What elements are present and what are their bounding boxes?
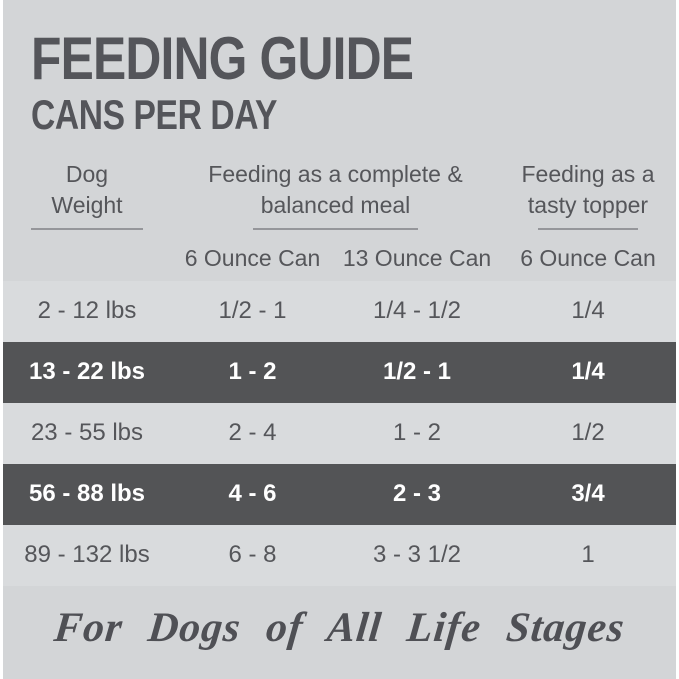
cell-6oz-topper: 1/4 (571, 358, 605, 386)
cell-6oz-topper: 1/2 (571, 419, 605, 447)
cell-weight: 56 - 88 lbs (28, 480, 146, 508)
subheader-6oz-topper: 6 Ounce Can (520, 244, 656, 271)
feeding-guide-card: FEEDING GUIDE CANS PER DAY Dog Weight Fe… (3, 0, 676, 679)
page-subtitle: CANS PER DAY (31, 91, 278, 138)
header-underline (538, 227, 638, 230)
cell-weight: 2 - 12 lbs (37, 297, 137, 325)
cell-6oz-meal: 6 - 8 (228, 541, 277, 569)
header-underline (253, 227, 418, 230)
page-title: FEEDING GUIDE (31, 25, 414, 92)
subheader-6oz-meal: 6 Ounce Can (184, 244, 321, 271)
table-row: 23 - 55 lbs 2 - 4 1 - 2 1/2 (3, 402, 676, 464)
cell-6oz-topper: 1/4 (571, 297, 605, 325)
table-row: 2 - 12 lbs 1/2 - 1 1/4 - 1/2 1/4 (3, 280, 676, 342)
life-stages-tagline: For Dogs of All Life Stages (51, 604, 628, 651)
table-row-highlighted: 13 - 22 lbs 1 - 2 1/2 - 1 1/4 (3, 341, 676, 403)
cell-weight: 89 - 132 lbs (24, 541, 150, 569)
cell-6oz-meal: 4 - 6 (228, 480, 277, 508)
table-row: 89 - 132 lbs 6 - 8 3 - 3 1/2 1 (3, 524, 676, 586)
cell-13oz-meal: 3 - 3 1/2 (372, 541, 462, 569)
cell-13oz-meal: 1 - 2 (392, 419, 442, 447)
cell-6oz-meal: 1 - 2 (228, 358, 277, 386)
table-body: 2 - 12 lbs 1/2 - 1 1/4 - 1/2 1/4 13 - 22… (3, 280, 676, 586)
cell-weight: 23 - 55 lbs (30, 419, 144, 447)
cell-weight: 13 - 22 lbs (28, 358, 146, 386)
cell-13oz-meal: 1/2 - 1 (382, 358, 452, 386)
cell-6oz-meal: 2 - 4 (228, 419, 277, 447)
cell-13oz-meal: 1/4 - 1/2 (372, 297, 462, 325)
table-row-highlighted: 56 - 88 lbs 4 - 6 2 - 3 3/4 (3, 463, 676, 525)
cell-13oz-meal: 2 - 3 (392, 480, 442, 508)
subheader-spacer (3, 245, 171, 272)
column-header-balanced-meal-label: Feeding as a complete & balanced meal (208, 160, 463, 218)
column-header-dog-weight: Dog Weight (3, 159, 171, 230)
cell-6oz-topper: 3/4 (571, 480, 605, 508)
cell-6oz-meal: 1/2 - 1 (218, 297, 287, 325)
column-header-tasty-topper-label: Feeding as a tasty topper (521, 160, 655, 218)
column-header-dog-weight-label: Dog Weight (51, 160, 123, 218)
table-subheader: 6 Ounce Can 13 Ounce Can 6 Ounce Can (3, 245, 676, 272)
header-underline (31, 227, 143, 230)
cell-6oz-topper: 1 (581, 541, 595, 569)
column-header-balanced-meal: Feeding as a complete & balanced meal (171, 159, 500, 230)
subheader-13oz-meal: 13 Ounce Can (342, 244, 492, 271)
column-header-tasty-topper: Feeding as a tasty topper (500, 159, 676, 230)
table-header: Dog Weight Feeding as a complete & balan… (3, 159, 676, 230)
